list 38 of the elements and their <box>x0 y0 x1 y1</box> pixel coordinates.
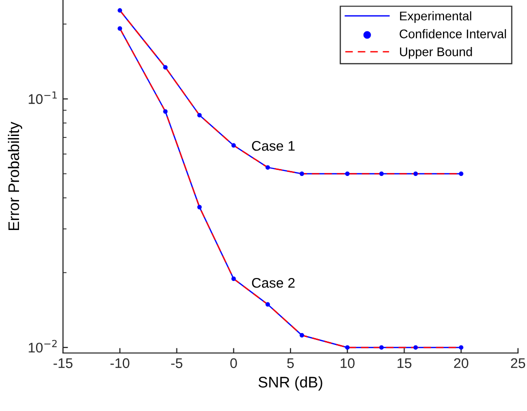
legend-label: Experimental <box>400 11 472 23</box>
point <box>379 171 384 176</box>
annotation: Case 2 <box>252 278 295 288</box>
point <box>266 165 270 170</box>
point <box>163 65 168 70</box>
x-tick-label: 0 <box>230 358 237 368</box>
x-tick-label: 10 <box>340 358 355 368</box>
point <box>266 302 270 307</box>
x-tick-label: -10 <box>110 358 130 368</box>
point <box>458 345 464 350</box>
x-axis-title: SNR (dB) <box>258 376 322 391</box>
x-tick-label: -15 <box>54 358 72 368</box>
x-tick-label: 25 <box>510 358 526 368</box>
x-tick-label: 20 <box>454 358 468 368</box>
point <box>413 171 418 176</box>
point <box>231 143 236 148</box>
point <box>197 112 202 118</box>
point <box>300 332 304 338</box>
point <box>118 8 122 13</box>
point <box>379 345 384 350</box>
x-tick-label: 5 <box>287 358 294 368</box>
x-tick-label: 15 <box>398 358 412 368</box>
point <box>231 276 236 281</box>
point <box>300 171 304 176</box>
point <box>458 171 464 176</box>
y-tick-label: 10$^{−1}$ <box>28 91 57 104</box>
annotation: Case 1 <box>252 140 295 151</box>
point <box>118 26 122 31</box>
point <box>163 109 168 114</box>
legend-label: Upper Bound <box>400 47 472 59</box>
y-tick-label: 10$^{−2}$ <box>28 340 57 353</box>
point <box>345 171 350 176</box>
point <box>413 345 418 350</box>
legend-label: Confidence Interval <box>400 29 506 38</box>
y-axis-title: Error Probability <box>8 122 22 230</box>
point <box>345 345 350 350</box>
point <box>197 204 202 210</box>
x-tick-label: -5 <box>171 358 182 368</box>
